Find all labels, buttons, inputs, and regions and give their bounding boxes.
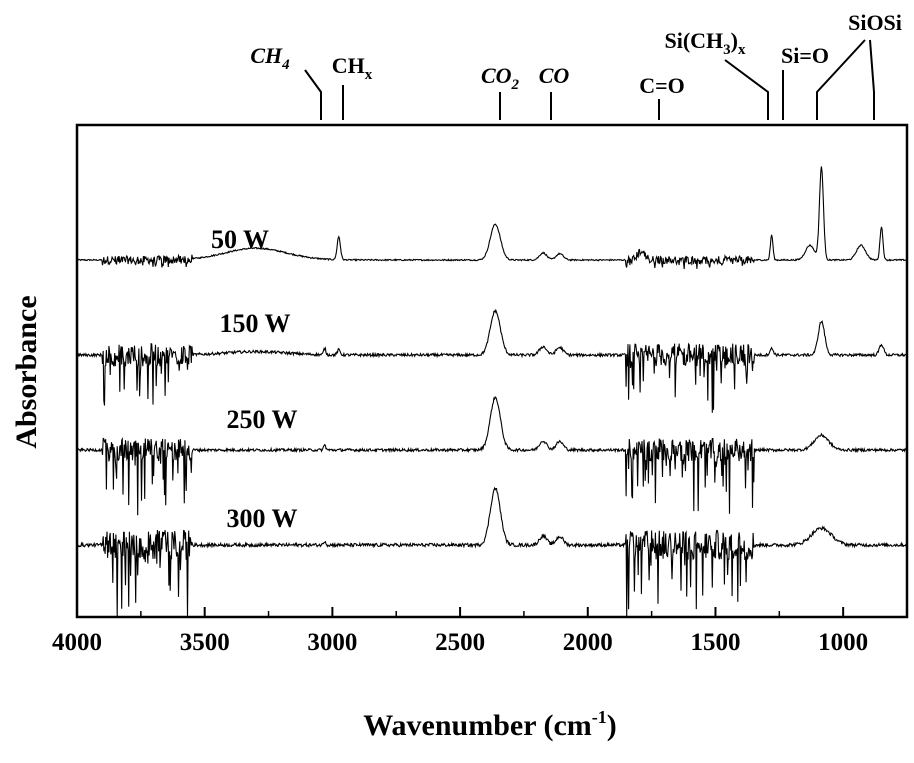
band-marker-line — [869, 39, 875, 120]
band-label: CO — [539, 63, 570, 88]
series-label: 300 W — [226, 504, 297, 533]
x-tick-label: 2000 — [563, 629, 613, 656]
band-annotations: CH4 CHx CO2 CO C=O Si(CH3)x Si=O SiOSi — [250, 10, 902, 120]
band-label: CO2 — [481, 63, 520, 93]
band-label: SiOSi — [848, 10, 902, 35]
x-tick-label: 1000 — [818, 629, 868, 656]
series-labels: 50 W 150 W 250 W 300 W — [211, 225, 298, 533]
spectrum-trace — [76, 396, 908, 516]
x-tick-label: 3000 — [307, 629, 357, 656]
x-axis-title-main: Wavenumber (cm — [363, 709, 592, 742]
series-label: 150 W — [219, 309, 290, 338]
x-axis-title: Wavenumber (cm-1) — [363, 707, 617, 742]
band-marker-line — [816, 39, 866, 120]
x-axis-title-sup: -1 — [592, 707, 607, 727]
x-tick-label: 3500 — [180, 629, 230, 656]
band-label: CHx — [332, 53, 373, 83]
band-label: Si(CH3)x — [664, 28, 746, 58]
x-tick-label: 2500 — [435, 629, 485, 656]
series-label: 250 W — [226, 405, 297, 434]
band-marker-line — [304, 69, 322, 120]
plot-frame — [75, 123, 909, 619]
spectrum-trace — [76, 308, 908, 413]
spectrum-trace — [76, 486, 908, 618]
x-axis-ticks: 4000 3500 3000 2500 2000 1500 1000 — [52, 607, 868, 656]
x-tick-label: 4000 — [52, 629, 102, 656]
x-axis-title-close: ) — [607, 709, 617, 742]
x-tick-label: 1500 — [690, 629, 740, 656]
band-label: C=O — [639, 73, 685, 98]
y-axis-title: Absorbance — [10, 295, 43, 448]
band-marker-line — [724, 59, 769, 120]
series-label: 50 W — [211, 225, 269, 254]
band-label: Si=O — [781, 43, 829, 68]
band-label: CH4 — [250, 43, 290, 73]
spectra-traces — [76, 166, 908, 618]
spectrum-trace — [76, 166, 908, 270]
